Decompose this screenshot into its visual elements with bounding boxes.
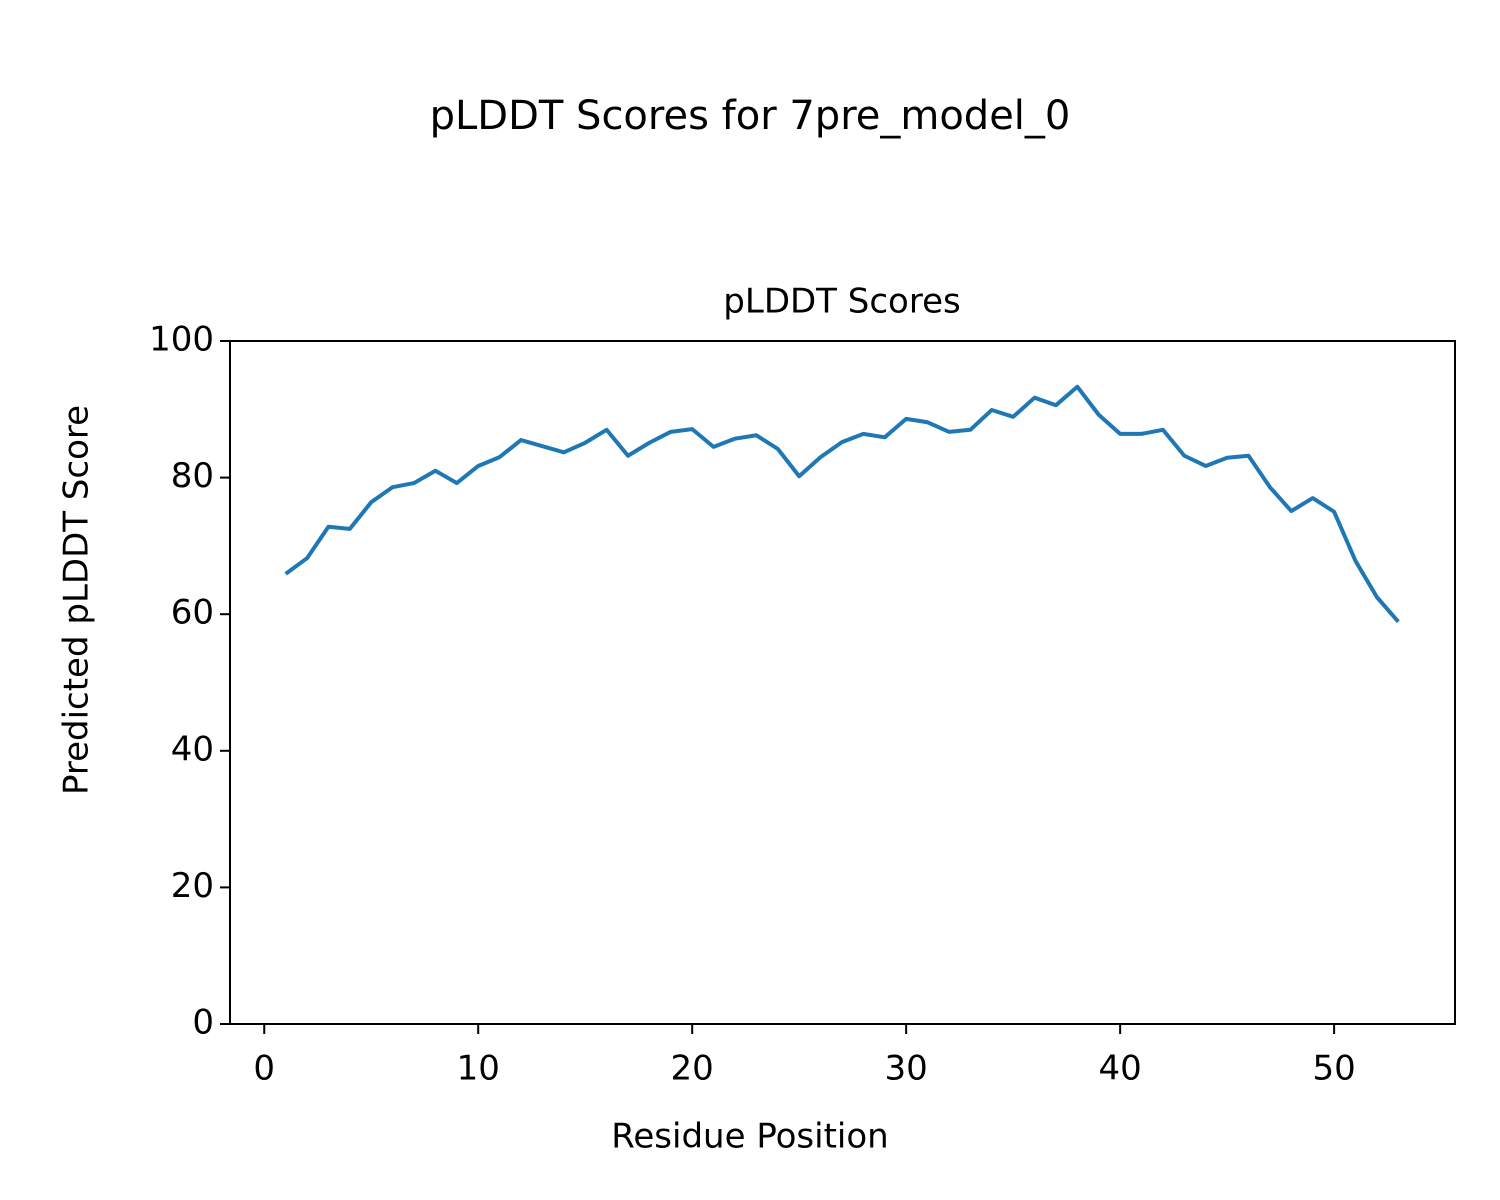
axes-title: pLDDT Scores bbox=[723, 282, 960, 322]
data-line bbox=[284, 384, 1400, 624]
plot-frame bbox=[229, 340, 1456, 1025]
x-tick-label: 10 bbox=[457, 1049, 500, 1089]
y-axis-label: Predicted pLDDT Score bbox=[57, 405, 97, 795]
y-tick-label: 100 bbox=[149, 320, 214, 360]
x-tick-label: 20 bbox=[671, 1049, 714, 1089]
y-tick-label: 0 bbox=[192, 1003, 214, 1043]
y-tick-label: 20 bbox=[171, 866, 214, 906]
y-tick-label: 60 bbox=[171, 593, 214, 633]
x-tick-label: 30 bbox=[885, 1049, 928, 1089]
y-tick-label: 80 bbox=[171, 456, 214, 496]
x-tick-label: 0 bbox=[253, 1049, 275, 1089]
figure-title: pLDDT Scores for 7pre_model_0 bbox=[430, 93, 1071, 139]
x-tick-label: 40 bbox=[1098, 1049, 1141, 1089]
x-axis-label: Residue Position bbox=[611, 1117, 888, 1157]
y-tick-label: 40 bbox=[171, 729, 214, 769]
x-tick-label: 50 bbox=[1312, 1049, 1355, 1089]
